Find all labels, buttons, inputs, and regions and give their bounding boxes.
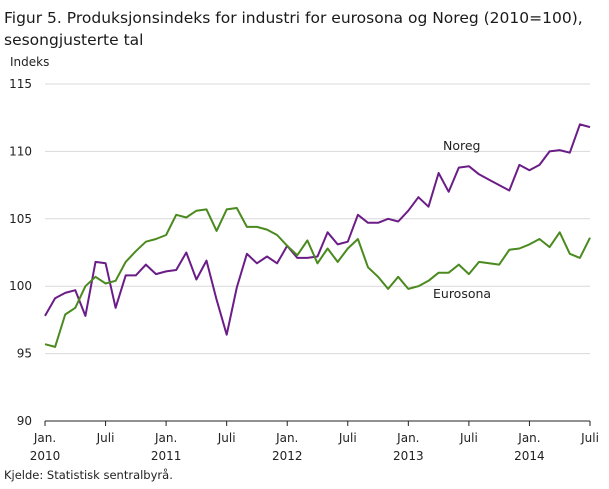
series-line-noreg — [44, 123, 591, 336]
source-note: Kjelde: Statistisk sentralbyrå. — [4, 468, 173, 482]
chart-title-line2: sesongjusterte tal — [4, 31, 144, 49]
x-tick-year-label: 2010 — [30, 449, 61, 463]
grid-lines — [45, 83, 590, 355]
y-tick-label-100: 100 — [9, 279, 32, 293]
series-line-eurosona — [44, 207, 591, 348]
series-label-eurosona: Eurosona — [433, 286, 491, 301]
y-tick-label-105: 105 — [9, 212, 32, 226]
x-tick-label: Juli — [217, 431, 236, 445]
x-tick-label: Juli — [96, 431, 115, 445]
chart-title-line1: Figur 5. Produksjonsindeks for industri … — [4, 9, 583, 27]
y-tick-labels: 90 95 100 105 110 115 — [9, 77, 32, 428]
series-lines — [44, 123, 591, 348]
x-tick-year-label: 2014 — [514, 449, 545, 463]
x-tick-label: Jan. — [396, 431, 419, 445]
x-tick-label: Jan. — [154, 431, 177, 445]
y-axis-label: Indeks — [10, 55, 49, 69]
y-tick-label-95: 95 — [17, 347, 32, 361]
x-tick-label: Juli — [338, 431, 357, 445]
y-tick-label-90: 90 — [17, 414, 32, 428]
x-tick-label: Juli — [580, 431, 599, 445]
x-tick-year-label: 2012 — [272, 449, 303, 463]
x-tick-labels: Jan. 2010 Juli Jan. 2011 Juli Jan. 2012 Juli Jan.… — [30, 421, 599, 463]
y-tick-label-115: 115 — [9, 77, 32, 91]
x-tick-label: Jan. — [517, 431, 540, 445]
x-tick-label: Jan. — [275, 431, 298, 445]
x-tick-label: Jan. — [33, 431, 56, 445]
x-tick-year-label: 2011 — [151, 449, 182, 463]
x-tick-year-label: 2013 — [393, 449, 424, 463]
series-labels: Noreg Eurosona — [433, 138, 491, 301]
series-label-noreg: Noreg — [443, 138, 481, 153]
y-tick-label-110: 110 — [9, 144, 32, 158]
x-tick-label: Juli — [459, 431, 478, 445]
chart-title: Figur 5. Produksjonsindeks for industri … — [4, 7, 604, 51]
